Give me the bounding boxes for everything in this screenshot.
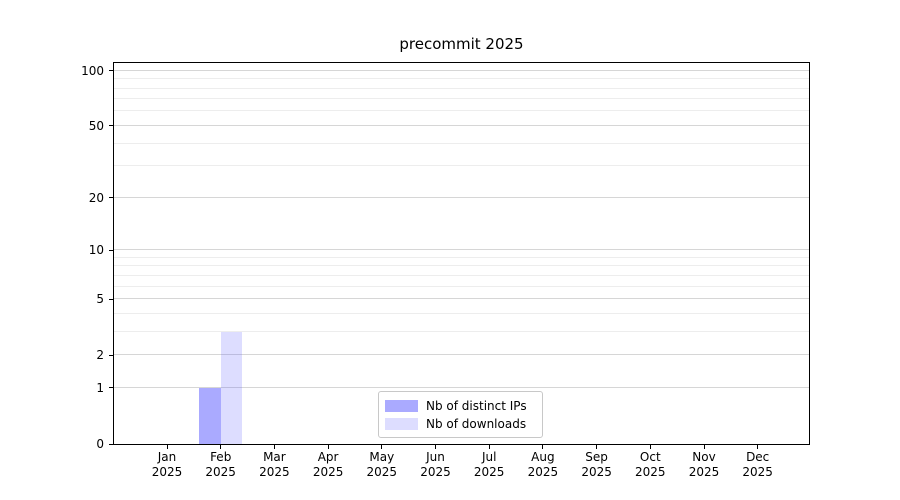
y-tick-10	[109, 249, 113, 251]
x-tick-oct	[649, 445, 651, 449]
x-tick-nov	[703, 445, 705, 449]
x-tick-label-feb: Feb 2025	[191, 450, 251, 480]
minor-gridline-30	[114, 165, 809, 167]
major-gridline-1	[114, 386, 809, 388]
major-gridline-5	[114, 298, 809, 299]
legend-entry-1: Nb of downloads	[385, 417, 542, 431]
x-tick-dec	[757, 445, 759, 449]
x-tick-year-jan: 2025	[151, 465, 183, 479]
y-tick-50	[109, 125, 113, 127]
x-tick-month-jan: Jan	[157, 450, 177, 464]
x-tick-year-oct: 2025	[635, 465, 666, 479]
x-tick-month-aug: Aug	[531, 450, 555, 464]
y-tick-2	[109, 354, 113, 356]
minor-gridline-9	[114, 256, 809, 258]
x-tick-label-aug: Aug 2025	[513, 450, 573, 480]
x-tick-year-mar: 2025	[259, 465, 290, 479]
y-tick-label-5: 5	[96, 292, 104, 306]
x-tick-year-feb: 2025	[205, 465, 236, 479]
x-tick-label-oct: Oct 2025	[620, 450, 680, 480]
x-tick-month-nov: Nov	[692, 450, 716, 464]
major-gridline-10	[114, 249, 809, 250]
minor-gridline-70	[114, 98, 809, 100]
x-tick-label-jan: Jan 2025	[137, 450, 197, 480]
minor-gridline-40	[114, 142, 809, 144]
x-tick-month-jun: Jun	[426, 450, 445, 464]
bar-feb-nb-of-distinct-ips	[199, 387, 221, 444]
x-tick-year-jul: 2025	[473, 465, 505, 479]
x-tick-aug	[542, 445, 544, 449]
minor-gridline-4	[114, 312, 809, 314]
major-gridline-50	[114, 124, 809, 126]
minor-gridline-3	[114, 330, 809, 332]
minor-gridline-7	[114, 274, 809, 276]
major-gridline-100	[114, 69, 809, 71]
x-tick-month-feb: Feb	[210, 450, 232, 464]
legend-swatch-0	[385, 399, 418, 412]
y-tick-label-50: 50	[88, 118, 104, 133]
x-tick-jan	[166, 445, 168, 449]
x-tick-year-nov: 2025	[688, 465, 720, 479]
x-tick-month-apr: Apr	[317, 450, 339, 464]
x-tick-year-jun: 2025	[420, 465, 451, 479]
minor-gridline-8	[114, 265, 809, 267]
y-tick-label-20: 20	[88, 190, 104, 205]
y-tick-0	[109, 443, 113, 445]
x-tick-label-jun: Jun 2025	[406, 450, 466, 480]
y-tick-100	[109, 70, 113, 72]
x-tick-jul	[488, 445, 490, 449]
x-tick-year-sep: 2025	[581, 465, 612, 479]
y-tick-label-0: 0	[96, 437, 104, 451]
x-tick-label-mar: Mar 2025	[244, 450, 304, 480]
x-tick-label-sep: Sep 2025	[567, 450, 627, 480]
legend-label-0: Nb of distinct IPs	[426, 398, 527, 413]
x-tick-month-mar: Mar	[263, 450, 286, 464]
chart-title: precommit 2025	[399, 35, 524, 53]
minor-gridline-80	[114, 87, 809, 89]
x-tick-month-may: May	[369, 450, 395, 464]
y-tick-1	[109, 387, 113, 389]
major-gridline-20	[114, 196, 809, 198]
x-tick-month-sep: Sep	[585, 450, 608, 464]
x-tick-label-nov: Nov 2025	[674, 450, 734, 480]
x-tick-feb	[220, 445, 222, 449]
x-tick-may	[381, 445, 383, 449]
legend: Nb of distinct IPs Nb of downloads	[378, 391, 543, 438]
x-tick-month-jul: Jul	[481, 450, 497, 464]
minor-gridline-90	[114, 78, 809, 80]
legend-entry-0: Nb of distinct IPs	[385, 399, 542, 413]
x-tick-sep	[596, 445, 598, 449]
x-tick-year-may: 2025	[366, 465, 398, 479]
x-tick-month-dec: Dec	[746, 450, 770, 464]
major-gridline-2	[114, 354, 809, 356]
legend-label-1: Nb of downloads	[426, 416, 527, 431]
x-tick-year-apr: 2025	[312, 465, 344, 479]
x-tick-month-oct: Oct	[639, 450, 661, 464]
legend-swatch-1	[385, 417, 418, 430]
x-tick-year-aug: 2025	[527, 465, 559, 479]
y-tick-label-100: 100	[81, 63, 104, 78]
x-tick-label-jul: Jul 2025	[459, 450, 519, 480]
x-tick-apr	[327, 445, 329, 449]
minor-gridline-6	[114, 285, 809, 287]
x-tick-mar	[273, 445, 275, 449]
x-tick-jun	[435, 445, 436, 449]
y-tick-label-10: 10	[88, 243, 104, 257]
y-tick-5	[109, 298, 113, 300]
x-tick-label-apr: Apr 2025	[298, 450, 358, 480]
plot-area	[113, 62, 810, 445]
y-tick-label-2: 2	[96, 348, 104, 363]
y-tick-label-1: 1	[96, 380, 104, 395]
x-tick-label-may: May 2025	[352, 450, 412, 480]
minor-gridline-60	[114, 110, 809, 112]
x-tick-year-dec: 2025	[742, 465, 773, 479]
y-tick-20	[109, 197, 113, 199]
x-tick-label-dec: Dec 2025	[728, 450, 788, 480]
bar-feb-nb-of-downloads	[220, 331, 243, 444]
